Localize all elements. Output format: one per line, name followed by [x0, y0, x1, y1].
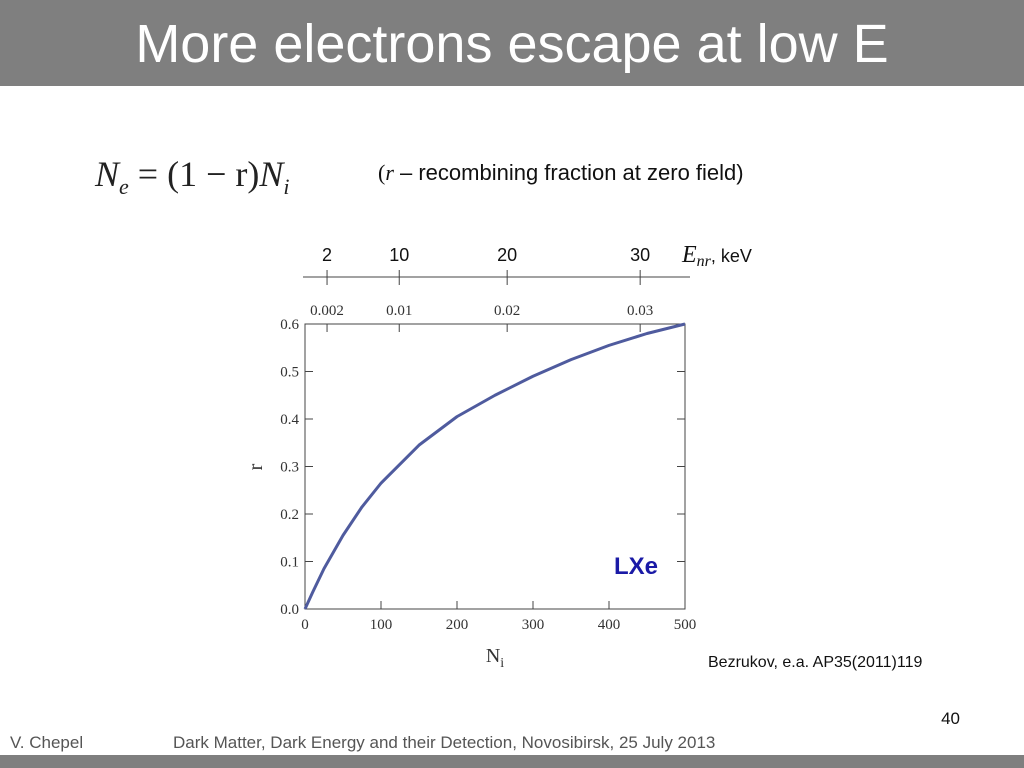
top-tick-label: 0.01	[386, 303, 412, 319]
bottom-bar	[0, 755, 1024, 768]
energy-label-part: nr	[697, 253, 712, 270]
x-axis-label: Ni	[486, 645, 504, 671]
note-part: – recombining fraction at zero field)	[394, 160, 744, 185]
y-axis-label: r	[245, 463, 267, 470]
formula-part: i	[283, 174, 289, 199]
page-number: 40	[941, 709, 960, 728]
energy-label-part: E	[681, 242, 697, 268]
x-tick-label: 100	[370, 617, 393, 633]
y-tick-label: 0.6	[280, 317, 299, 333]
energy-label-part: , keV	[711, 246, 752, 266]
footer-event: Dark Matter, Dark Energy and their Detec…	[173, 733, 715, 752]
note-part: (	[378, 160, 385, 185]
footer-author: V. Chepel	[10, 733, 83, 752]
formula-part: N	[94, 154, 121, 194]
x-tick-label: 0	[301, 617, 309, 633]
energy-tick-label: 20	[497, 245, 517, 265]
y-tick-label: 0.1	[280, 555, 299, 571]
energy-tick-label: 10	[389, 245, 409, 265]
top-tick-label: 0.03	[627, 303, 653, 319]
x-tick-label: 300	[522, 617, 545, 633]
x-tick-label: 500	[674, 617, 697, 633]
x-label-part: N	[486, 645, 500, 667]
note: (r – recombining fraction at zero field)	[378, 160, 744, 185]
title-bar	[0, 0, 1024, 86]
formula-part: N	[258, 154, 285, 194]
formula: Ne = (1 − r)Ni	[94, 154, 290, 199]
y-tick-label: 0.3	[280, 460, 299, 476]
energy-tick-label: 2	[322, 245, 332, 265]
x-tick-label: 200	[446, 617, 469, 633]
top-tick-label: 0.002	[310, 303, 344, 319]
x-label-part: i	[500, 656, 504, 671]
y-tick-label: 0.5	[280, 365, 299, 381]
note-part: r	[385, 160, 394, 185]
y-tick-label: 0.2	[280, 507, 299, 523]
formula-part: = (1 − r)	[129, 154, 260, 194]
energy-tick-label: 30	[630, 245, 650, 265]
citation: Bezrukov, e.a. AP35(2011)119	[708, 654, 922, 671]
y-tick-label: 0.0	[280, 602, 299, 618]
annotation: LXe	[614, 553, 658, 580]
energy-axis-label: Enr, keV	[681, 242, 752, 270]
formula-part: e	[119, 174, 129, 199]
top-tick-label: 0.02	[494, 303, 520, 319]
x-tick-label: 400	[598, 617, 621, 633]
curve	[303, 322, 686, 610]
y-tick-label: 0.4	[280, 412, 299, 428]
slide-title: More electrons escape at low E	[135, 14, 888, 74]
